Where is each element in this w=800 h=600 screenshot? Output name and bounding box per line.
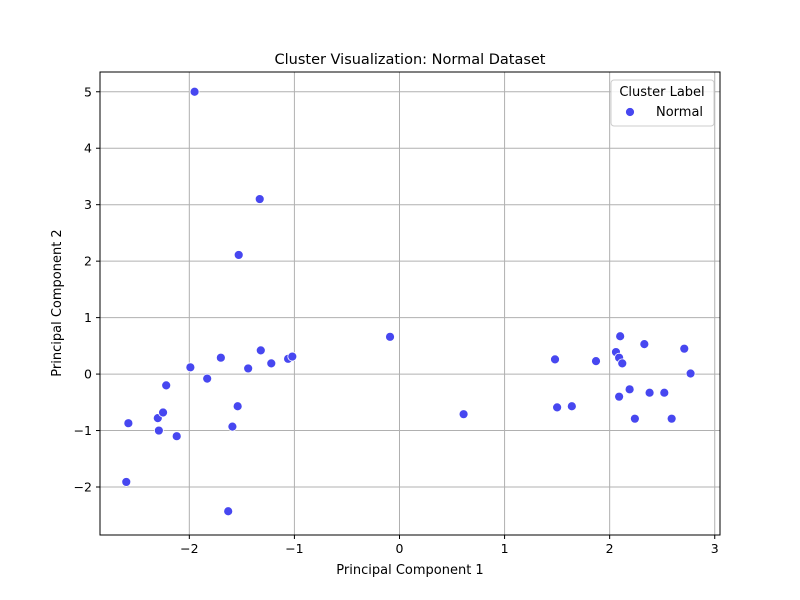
x-tick-label: −2 [180, 541, 198, 556]
data-point [666, 413, 677, 424]
data-point [615, 331, 626, 342]
legend-marker [625, 107, 635, 117]
y-axis-label: Principal Component 2 [50, 229, 65, 376]
legend-entry-normal: Normal [656, 105, 703, 120]
x-tick-label: 2 [606, 541, 614, 556]
x-tick-label: 1 [501, 541, 509, 556]
data-point [614, 391, 625, 402]
data-point [287, 351, 298, 362]
data-point [629, 413, 640, 424]
data-point [227, 421, 238, 432]
y-tick-label: −1 [74, 423, 92, 438]
data-point [550, 354, 560, 365]
data-point [685, 368, 696, 379]
y-tick-label: 4 [84, 141, 92, 156]
legend-title: Cluster Label [619, 85, 704, 100]
legend: Cluster Label Normal [610, 79, 715, 127]
data-point [254, 194, 265, 204]
data-point [679, 343, 690, 354]
data-point [161, 380, 172, 391]
data-point [385, 331, 395, 342]
x-axis-label: Principal Component 1 [336, 563, 483, 578]
y-tick-label: 2 [84, 254, 92, 269]
legend-box [610, 79, 715, 127]
data-point [232, 401, 243, 412]
grid [100, 72, 720, 535]
plot-area [99, 71, 721, 536]
data-point [255, 345, 266, 356]
data-point [243, 363, 254, 374]
y-tick-label: −2 [74, 480, 92, 495]
y-tick-label: 3 [84, 197, 92, 212]
data-point [158, 407, 168, 418]
data-point [624, 384, 635, 395]
axis-ticks: −2 −1 0 1 2 3 −2 −1 0 1 2 3 4 5 [74, 84, 719, 556]
data-point [153, 425, 164, 436]
y-tick-label: 5 [84, 84, 92, 99]
data-points [121, 86, 696, 517]
x-tick-label: −1 [285, 541, 303, 556]
data-point [189, 86, 200, 97]
data-point [644, 387, 655, 398]
data-point [266, 358, 277, 369]
data-point [552, 402, 563, 413]
data-point [566, 401, 577, 412]
data-point [171, 431, 182, 442]
data-point [233, 250, 244, 260]
data-point [223, 506, 234, 517]
data-point [591, 356, 601, 366]
y-tick-label: 0 [84, 367, 92, 382]
data-point [123, 418, 134, 429]
data-point [185, 362, 196, 373]
data-point [202, 373, 213, 384]
chart-title: Cluster Visualization: Normal Dataset [274, 52, 545, 68]
y-tick-label: 1 [84, 310, 92, 325]
data-point [617, 358, 628, 369]
x-tick-label: 3 [711, 541, 719, 556]
x-tick-label: 0 [396, 541, 404, 556]
data-point [639, 339, 650, 350]
data-point [215, 352, 226, 363]
data-point [659, 387, 670, 398]
data-point [121, 477, 132, 487]
data-point [458, 409, 469, 420]
